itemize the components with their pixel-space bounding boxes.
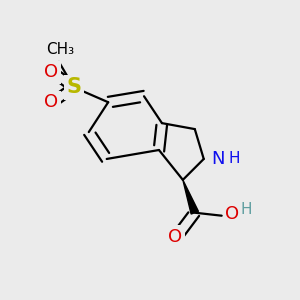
Text: S: S — [66, 77, 81, 97]
Text: H: H — [228, 152, 240, 166]
Text: O: O — [225, 205, 239, 223]
Text: CH₃: CH₃ — [46, 43, 74, 58]
Text: O: O — [44, 93, 58, 111]
Text: O: O — [168, 228, 182, 246]
Text: N: N — [211, 150, 225, 168]
Text: H: H — [241, 202, 252, 217]
Text: O: O — [44, 63, 58, 81]
Polygon shape — [183, 180, 198, 214]
